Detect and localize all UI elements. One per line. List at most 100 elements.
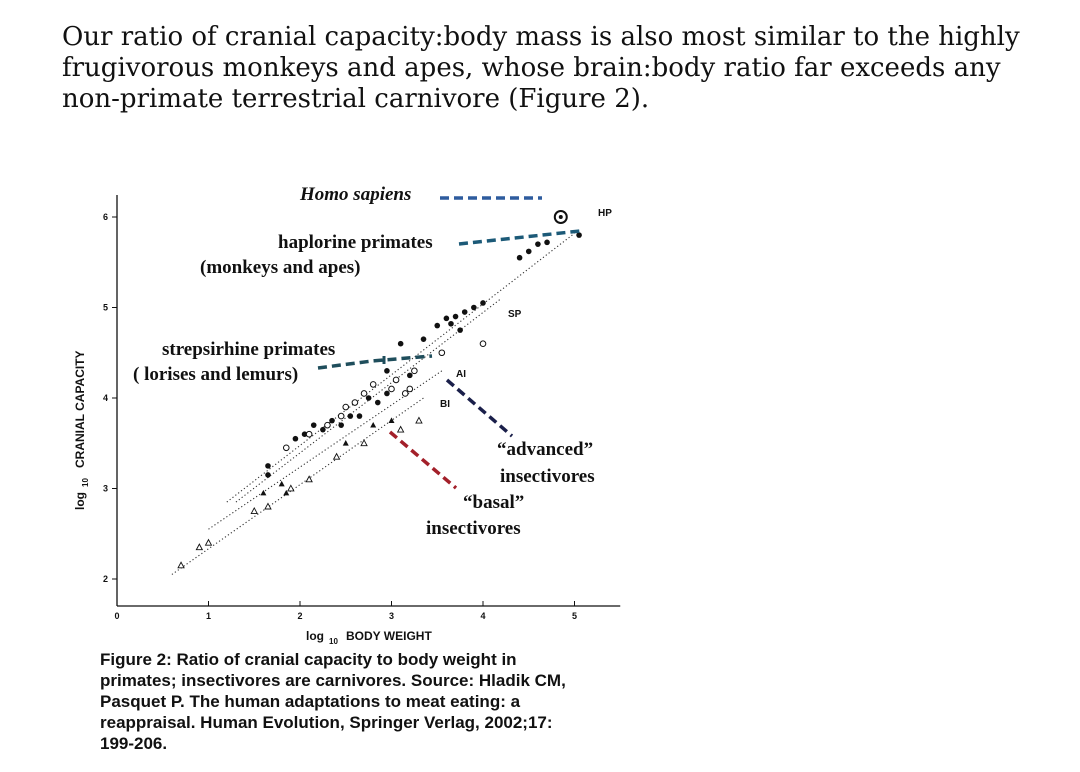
line-label-bi: BI [440, 399, 450, 410]
chart-axes [116, 195, 621, 607]
haplorine-point [448, 320, 454, 327]
label-haplorine-1: haplorine primates [278, 232, 433, 253]
caption-line: 199-206. [100, 734, 168, 753]
intro-paragraph: Our ratio of cranial capacity:body mass … [62, 22, 1020, 115]
insectivore-point [415, 416, 423, 424]
strepsirhine-point [411, 367, 418, 375]
caption-line: Figure 2: Ratio of cranial capacity to b… [100, 650, 517, 669]
insectivore-point [250, 506, 259, 514]
strepsirhine-point [324, 421, 331, 429]
x-tick-label: 5 [572, 611, 577, 621]
insectivore-point [342, 440, 349, 446]
caption-line: primates; insectivores are carnivores. S… [100, 671, 566, 690]
haplorine-point [443, 315, 450, 322]
y-tick-label: 6 [103, 212, 108, 222]
y-tick-label: 4 [103, 393, 108, 403]
haplorine-point [525, 248, 532, 255]
label-strepsirhine-1: strepsirhine primates [162, 339, 335, 360]
label-haplorine-2: (monkeys and apes) [200, 257, 360, 278]
y-ticks: 2 3 4 5 6 [103, 212, 117, 584]
figure-caption: Figure 2: Ratio of cranial capacity to b… [100, 649, 700, 754]
homo-sapiens-point-center [558, 215, 563, 219]
intro-line: frugivorous monkeys and apes, whose brai… [62, 53, 1001, 83]
leader-strepsirhine [317, 354, 433, 370]
haplorine-point [265, 472, 271, 478]
x-tick-label: 1 [206, 611, 211, 621]
haplorine-point [329, 417, 335, 424]
intro-line: non-primate terrestrial carnivore (Figur… [62, 84, 650, 114]
y-axis-title-sub: 10 [81, 478, 90, 487]
leader-advanced [445, 378, 514, 438]
haplorine-point [461, 309, 468, 315]
x-axis-title-log: log [306, 629, 324, 643]
strepsirhine-point [388, 385, 395, 393]
insectivore-point [260, 489, 267, 496]
y-tick-label: 3 [103, 484, 108, 494]
label-strepsirhine-2: ( lorises and lemurs) [133, 364, 298, 385]
y-axis-title-log: log [73, 492, 87, 510]
x-axis-title-rest: BODY WEIGHT [346, 629, 432, 643]
haplorine-point [516, 254, 523, 261]
haplorine-point [292, 435, 299, 442]
strepsirhine-point [401, 390, 409, 397]
haplorine-point [420, 336, 427, 342]
haplorine-point [544, 239, 550, 246]
data-points [177, 210, 582, 569]
annotation-leaders [317, 196, 581, 490]
insectivore-point [396, 425, 405, 433]
haplorine-point [407, 372, 413, 379]
insectivore-point [204, 538, 213, 546]
y-axis-title: log 10 CRANIAL CAPACITY [73, 350, 90, 510]
label-basal-2: insectivores [426, 518, 521, 539]
haplorine-point [384, 390, 390, 397]
x-tick-label: 0 [114, 611, 119, 621]
haplorine-point [301, 431, 308, 438]
insectivore-point [278, 480, 285, 487]
haplorine-point [397, 340, 404, 347]
haplorine-point [320, 426, 326, 433]
haplorine-point [310, 422, 317, 428]
insectivore-point [264, 502, 272, 510]
insectivore-point [332, 452, 341, 460]
insectivore-point [360, 439, 368, 447]
label-basal-1: “basal” [463, 492, 524, 513]
insectivore-point [177, 561, 185, 569]
x-tick-label: 2 [297, 611, 302, 621]
insectivore-point [283, 489, 290, 496]
line-label-hp: HP [598, 208, 612, 219]
haplorine-point [347, 413, 354, 419]
brain-body-chart: 0 1 2 3 4 5 2 3 4 5 6 Homo sapiens haplorine prim… [73, 184, 621, 646]
insectivore-point [388, 417, 395, 424]
label-advanced-1: “advanced” [497, 439, 593, 460]
haplorine-point [471, 304, 477, 311]
label-homo-sapiens: Homo sapiens [299, 184, 411, 205]
regression-line-ai [208, 370, 443, 530]
strepsirhine-point [369, 381, 377, 388]
y-tick-label: 5 [103, 303, 108, 313]
leader-haplorine [458, 229, 581, 246]
haplorine-point [356, 413, 363, 419]
insectivore-point [370, 421, 377, 428]
strepsirhine-point [479, 340, 487, 347]
haplorine-point [365, 395, 372, 401]
y-axis-title-rest: CRANIAL CAPACITY [73, 350, 87, 468]
strepsirhine-point [351, 399, 359, 406]
insectivore-point [305, 475, 313, 483]
strepsirhine-point [392, 376, 400, 384]
caption-line: reappraisal. Human Evolution, Springer V… [100, 713, 553, 732]
haplorine-point [434, 322, 441, 329]
regression-line-hp [226, 232, 575, 503]
insectivore-point [287, 484, 295, 492]
y-tick-label: 2 [103, 574, 108, 584]
line-label-sp: SP [508, 309, 522, 320]
strepsirhine-point [406, 385, 414, 393]
haplorine-point [384, 368, 390, 374]
regression-lines [171, 232, 575, 575]
haplorine-point [338, 422, 344, 428]
haplorine-point [457, 327, 463, 333]
haplorine-point [374, 399, 381, 406]
strepsirhine-point [438, 349, 446, 357]
caption-line: Pasquet P. The human adaptations to meat… [100, 692, 521, 711]
x-tick-label: 3 [389, 611, 394, 621]
haplorine-point [265, 463, 271, 469]
